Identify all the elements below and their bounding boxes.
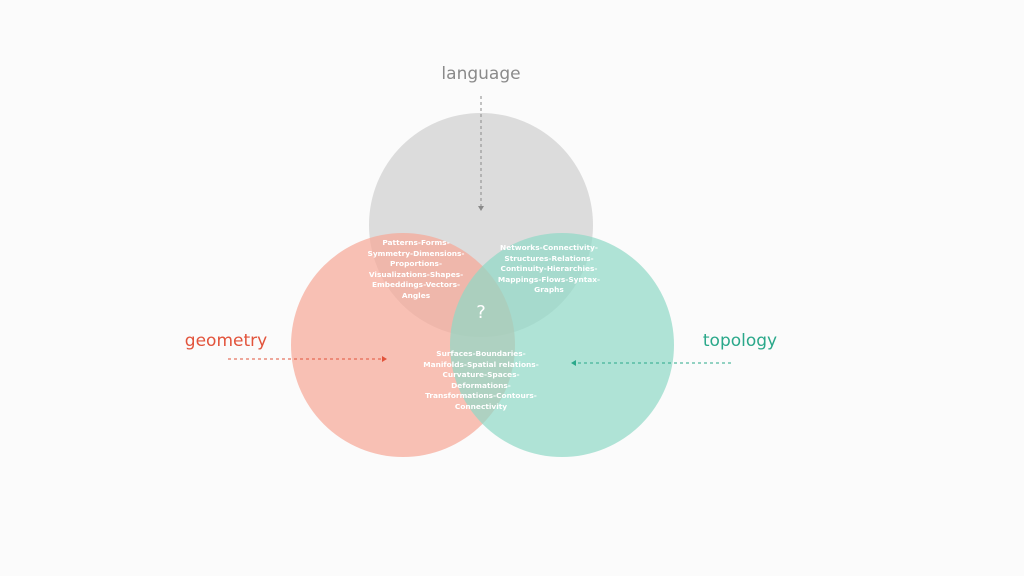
topology-circle — [450, 233, 674, 457]
center-question-mark: ? — [476, 302, 486, 323]
geometry-pointer-arrowhead — [382, 356, 387, 362]
geometry-label: geometry — [184, 331, 268, 351]
term-line: Graphs — [534, 285, 564, 295]
language-label: language — [441, 64, 521, 84]
term-line: Embeddings-Vectors- — [371, 280, 461, 290]
term-line: Mappings-Flows-Syntax- — [497, 274, 601, 284]
term-line: Proportions- — [389, 259, 443, 269]
term-line: Deformations- — [451, 380, 511, 390]
language-pointer-arrowhead — [478, 206, 484, 211]
term-line: Continuity-Hierarchies- — [500, 264, 598, 274]
term-line: Structures-Relations- — [504, 253, 594, 263]
term-line: Connectivity — [454, 401, 508, 411]
term-line: Manifolds-Spatial relations- — [423, 359, 539, 369]
topology-label: topology — [702, 331, 778, 351]
geometry-circle — [291, 233, 515, 457]
language-topology-terms: Networks-Connectivity- Structures-Relati… — [498, 243, 600, 296]
term-line: Visualizations-Shapes- — [368, 269, 464, 279]
term-line: Surfaces-Boundaries- — [436, 349, 526, 358]
language-geometry-terms: Patterns-Forms- Symmetry-Dimensions- Pro… — [368, 238, 465, 302]
term-line: Patterns-Forms- — [382, 238, 450, 247]
term-line: Symmetry-Dimensions- — [367, 248, 465, 258]
geometry-topology-terms: Surfaces-Boundaries- Manifolds-Spatial r… — [423, 349, 539, 413]
topology-pointer-arrowhead — [571, 360, 576, 366]
term-line: Angles — [401, 290, 431, 300]
term-line: Curvature-Spaces- — [442, 370, 520, 380]
term-line: Networks-Connectivity- — [500, 243, 598, 252]
term-line: Transformations-Contours- — [425, 391, 537, 401]
